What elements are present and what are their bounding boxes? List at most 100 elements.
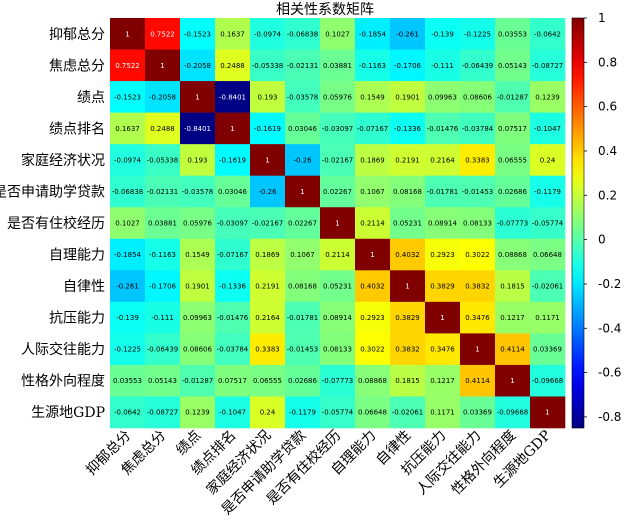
heatmap-cell — [320, 396, 356, 429]
cell-value-label: -0.1619 — [219, 156, 246, 164]
cell-value-label: 0.4032 — [360, 283, 385, 291]
cell-value-label: 0.3383 — [465, 156, 490, 164]
heatmap-cell — [495, 301, 531, 334]
heatmap-cell — [495, 81, 531, 113]
heatmap-cell — [145, 364, 181, 397]
y-tick-label: 家庭经济状况 — [21, 152, 105, 169]
heatmap-cell — [495, 112, 531, 145]
heatmap-cell — [530, 81, 566, 113]
cell-value-label: 0.2923 — [430, 251, 455, 259]
heatmap-cell — [145, 238, 181, 271]
heatmap-cell — [495, 364, 531, 397]
cell-value-label: 0.03046 — [218, 188, 247, 196]
heatmap-cell — [355, 270, 391, 303]
heatmap-cell — [145, 207, 181, 240]
cell-value-label: -0.261 — [396, 30, 419, 38]
heatmap-cell — [460, 81, 496, 113]
heatmap-cell — [145, 144, 181, 176]
heatmap-cell — [180, 364, 216, 397]
cell-value-label: 0.1869 — [255, 251, 280, 259]
heatmap-cell — [355, 49, 391, 82]
heatmap-cell — [110, 81, 146, 113]
heatmap-cell — [215, 333, 251, 366]
heatmap-cell — [425, 18, 461, 50]
cell-value-label: 1 — [195, 93, 199, 101]
cell-value-label: -0.0642 — [114, 409, 141, 417]
heatmap-cell — [530, 301, 566, 334]
cell-value-label: 0.05976 — [183, 220, 212, 228]
y-tick-label: 自律性 — [63, 279, 105, 295]
cell-value-label: -0.1523 — [184, 30, 211, 38]
cell-value-label: -0.03578 — [182, 188, 213, 196]
heatmap-cell — [320, 301, 356, 334]
y-tick-label: 是否申请助学贷款 — [0, 184, 105, 200]
cell-value-label: 0.2488 — [220, 62, 245, 70]
heatmap-cell — [215, 270, 251, 303]
heatmap-cell — [250, 270, 286, 303]
heatmap-cell — [495, 49, 531, 82]
cell-value-label: 0.1027 — [325, 30, 350, 38]
y-tick-label: 绩点排名 — [49, 121, 105, 137]
cell-value-label: -0.01287 — [182, 377, 213, 385]
heatmap-cell — [180, 270, 216, 303]
heatmap-cell — [250, 112, 286, 145]
cell-value-label: 0.4032 — [395, 251, 420, 259]
cell-value-label: -0.111 — [151, 314, 174, 322]
heatmap-cell — [110, 333, 146, 366]
cell-value-label: 0.193 — [257, 93, 277, 101]
heatmap-cell — [215, 301, 251, 334]
heatmap-cell — [180, 112, 216, 145]
cell-value-label: 0.1637 — [220, 30, 245, 38]
heatmap-cell — [390, 175, 426, 208]
heatmap-cell — [250, 81, 286, 113]
heatmap-cell — [250, 144, 286, 176]
heatmap-cell — [145, 49, 181, 82]
y-tick-label: 绩点 — [77, 90, 105, 106]
cell-value-label: -0.1047 — [219, 409, 246, 417]
cell-value-label: 0.08914 — [428, 220, 457, 228]
heatmap-cell — [355, 112, 391, 145]
cell-value-label: -0.03097 — [217, 220, 248, 228]
cell-value-label: 1 — [230, 125, 234, 133]
cell-value-label: 0.1067 — [360, 188, 385, 196]
cell-value-label: -0.08727 — [147, 409, 178, 417]
cell-value-label: 0.4114 — [465, 377, 490, 385]
y-tick-label: 是否有住校经历 — [7, 215, 105, 232]
heatmap-cell — [425, 175, 461, 208]
cell-value-label: -0.05774 — [532, 220, 564, 228]
heatmap-cell — [495, 333, 531, 366]
cell-value-label: 0.2114 — [325, 251, 350, 259]
heatmap-cell — [390, 333, 426, 366]
cell-value-label: 0.07517 — [498, 125, 527, 133]
heatmap-cell — [530, 238, 566, 271]
heatmap-cell — [320, 364, 356, 397]
cell-value-label: -0.26 — [293, 156, 312, 164]
y-tick-label: 自理能力 — [49, 248, 105, 264]
cell-value-label: -0.02131 — [147, 188, 178, 196]
heatmap-cell — [530, 18, 566, 50]
heatmap-cell — [425, 364, 461, 397]
cell-value-label: 0.1869 — [360, 156, 385, 164]
cell-value-label: 0.1239 — [535, 93, 560, 101]
heatmap-cell — [180, 333, 216, 366]
colorbar-tick-label: -0.6 — [598, 366, 621, 380]
cell-value-label: 1 — [440, 314, 444, 322]
heatmap-cell — [215, 49, 251, 82]
heatmap-cell — [250, 175, 286, 208]
cell-value-label: 0.1239 — [185, 409, 210, 417]
cell-value-label: -0.1854 — [114, 251, 142, 259]
heatmap-cell — [180, 144, 216, 176]
heatmap-cell — [215, 238, 251, 271]
cell-value-label: 0.08606 — [183, 346, 212, 354]
cell-value-label: -0.01476 — [217, 314, 249, 322]
heatmap-cell — [425, 49, 461, 82]
cell-value-label: 0.1637 — [115, 125, 140, 133]
heatmap-cell — [355, 238, 391, 271]
heatmap-cell — [145, 396, 181, 429]
heatmap-cell — [460, 144, 496, 176]
cell-value-label: -0.06838 — [287, 30, 318, 38]
colorbar-tick-label: 0 — [598, 233, 606, 247]
cell-value-label: 0.2191 — [395, 156, 420, 164]
